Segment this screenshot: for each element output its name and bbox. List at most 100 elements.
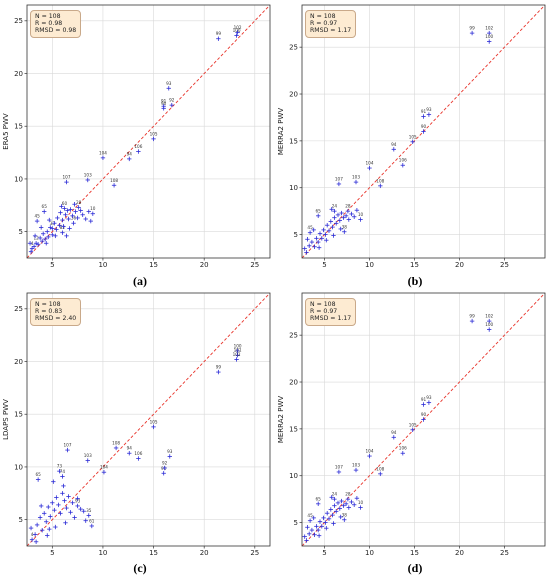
data-point — [64, 233, 69, 239]
data-point — [323, 520, 328, 525]
stat-rmsd-a: RMSD = 0.98 — [35, 27, 77, 35]
data-point — [70, 500, 75, 505]
data-point — [332, 503, 337, 508]
data-point — [53, 524, 58, 530]
data-point — [216, 369, 221, 375]
point-label: 90 — [161, 101, 167, 106]
plot-frame — [301, 292, 546, 547]
data-point — [28, 525, 34, 531]
data-point — [44, 519, 49, 524]
point-label: 108 — [376, 178, 384, 183]
data-point — [63, 520, 68, 526]
y-tick-label: 25 — [289, 44, 298, 52]
caption-a: (a) — [133, 274, 147, 288]
point-label: 10 — [90, 206, 96, 211]
data-point — [352, 502, 357, 507]
data-point — [487, 30, 492, 36]
point-label: 91 — [421, 397, 427, 402]
stat-rmsd-b: RMSD = 1.17 — [310, 27, 352, 35]
data-point — [410, 139, 415, 145]
data-point — [469, 30, 475, 36]
x-tick-label: 15 — [410, 549, 419, 557]
point-label: 93 — [167, 449, 173, 454]
y-tick-label: 15 — [14, 411, 23, 419]
data-point — [111, 183, 117, 188]
point-label: 94 — [391, 142, 397, 147]
data-point — [400, 163, 405, 168]
data-point — [358, 217, 363, 222]
data-point — [487, 327, 492, 332]
y-tick-label: 20 — [289, 378, 298, 386]
point-label: 92 — [169, 98, 175, 103]
y-tick-label: 10 — [14, 463, 23, 471]
data-point — [151, 424, 156, 430]
data-point — [337, 218, 342, 223]
data-point — [59, 204, 64, 209]
point-label: 99 — [469, 314, 475, 319]
data-point — [70, 213, 75, 219]
data-point — [167, 454, 172, 459]
point-label: 104 — [100, 465, 108, 470]
point-label: 105 — [409, 422, 417, 427]
y-tick-label: 5 — [19, 516, 23, 524]
y-axis-title: MERRA2 PWV — [277, 108, 285, 156]
data-point — [321, 227, 326, 233]
data-point — [86, 209, 91, 214]
data-point — [312, 244, 317, 249]
data-point — [55, 215, 60, 221]
data-point — [326, 228, 332, 234]
data-point — [346, 217, 351, 222]
data-point — [334, 509, 339, 514]
data-point — [426, 400, 432, 405]
data-point — [35, 242, 41, 247]
data-point — [316, 239, 321, 245]
data-point — [62, 206, 67, 211]
data-point — [80, 212, 85, 217]
data-point — [66, 216, 71, 222]
data-point — [29, 246, 35, 251]
point-label: 107 — [335, 464, 343, 469]
data-point — [72, 202, 77, 207]
data-point — [304, 250, 309, 255]
stat-r-b: R = 0.97 — [310, 20, 338, 28]
data-point — [37, 235, 43, 241]
data-point — [324, 525, 329, 531]
data-point — [309, 239, 315, 245]
point-label: 106 — [134, 144, 142, 149]
data-point — [61, 224, 66, 229]
plot-frame — [301, 4, 546, 259]
data-point — [151, 136, 156, 142]
point-label: 45 — [307, 513, 313, 518]
data-point — [162, 465, 167, 471]
point-label: 28 — [76, 200, 82, 205]
data-point — [76, 205, 81, 210]
data-point — [88, 218, 93, 224]
point-label: 105 — [150, 419, 158, 424]
x-tick-label: 5 — [50, 549, 54, 557]
data-point — [325, 223, 330, 228]
data-point — [328, 507, 333, 512]
plot-frame — [26, 292, 271, 547]
x-tick-label: 10 — [98, 261, 107, 269]
point-label: 103 — [84, 172, 92, 177]
data-point — [136, 149, 141, 154]
point-label: 99 — [216, 365, 222, 370]
data-point — [166, 86, 171, 91]
data-point — [487, 318, 492, 324]
point-label: 93 — [426, 107, 432, 112]
data-point — [45, 533, 50, 538]
data-point — [426, 112, 432, 117]
x-tick-label: 20 — [200, 261, 209, 269]
point-label: 102 — [233, 352, 241, 357]
point-label: 99 — [469, 26, 475, 31]
data-point — [353, 179, 359, 185]
data-point — [316, 245, 322, 250]
data-point — [51, 479, 56, 484]
y-tick-label: 15 — [289, 425, 298, 433]
y-axis-title: ERA5 PWV — [2, 113, 10, 150]
x-tick-label: 20 — [200, 549, 209, 557]
data-point — [37, 515, 43, 520]
stat-r-a: R = 0.98 — [35, 20, 63, 28]
data-point — [31, 244, 37, 249]
data-point — [34, 218, 40, 224]
